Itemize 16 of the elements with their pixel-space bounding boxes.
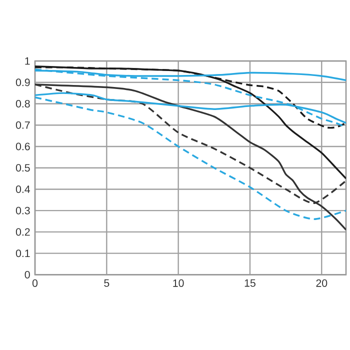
x-tick-label: 20 bbox=[316, 279, 328, 287]
y-tick-label: 0.4 bbox=[16, 185, 30, 193]
y-tick-label: 0.3 bbox=[16, 206, 30, 214]
x-tick-label: 10 bbox=[173, 279, 184, 287]
y-tick-label: 0.1 bbox=[16, 250, 30, 258]
y-tick-label: 0.2 bbox=[16, 228, 30, 236]
y-tick-label: 0.9 bbox=[16, 78, 30, 86]
x-tick-label: 15 bbox=[244, 279, 256, 287]
y-tick-label: 1 bbox=[25, 57, 30, 65]
x-tick-label: 5 bbox=[104, 279, 110, 287]
y-tick-label: 0.6 bbox=[16, 142, 30, 150]
y-tick-label: 0 bbox=[24, 270, 30, 278]
y-tick-label: 0.7 bbox=[16, 121, 30, 129]
y-tick-label: 0.8 bbox=[16, 100, 30, 108]
x-tick-label: 0 bbox=[32, 279, 38, 287]
y-tick-label: 0.5 bbox=[16, 164, 30, 172]
